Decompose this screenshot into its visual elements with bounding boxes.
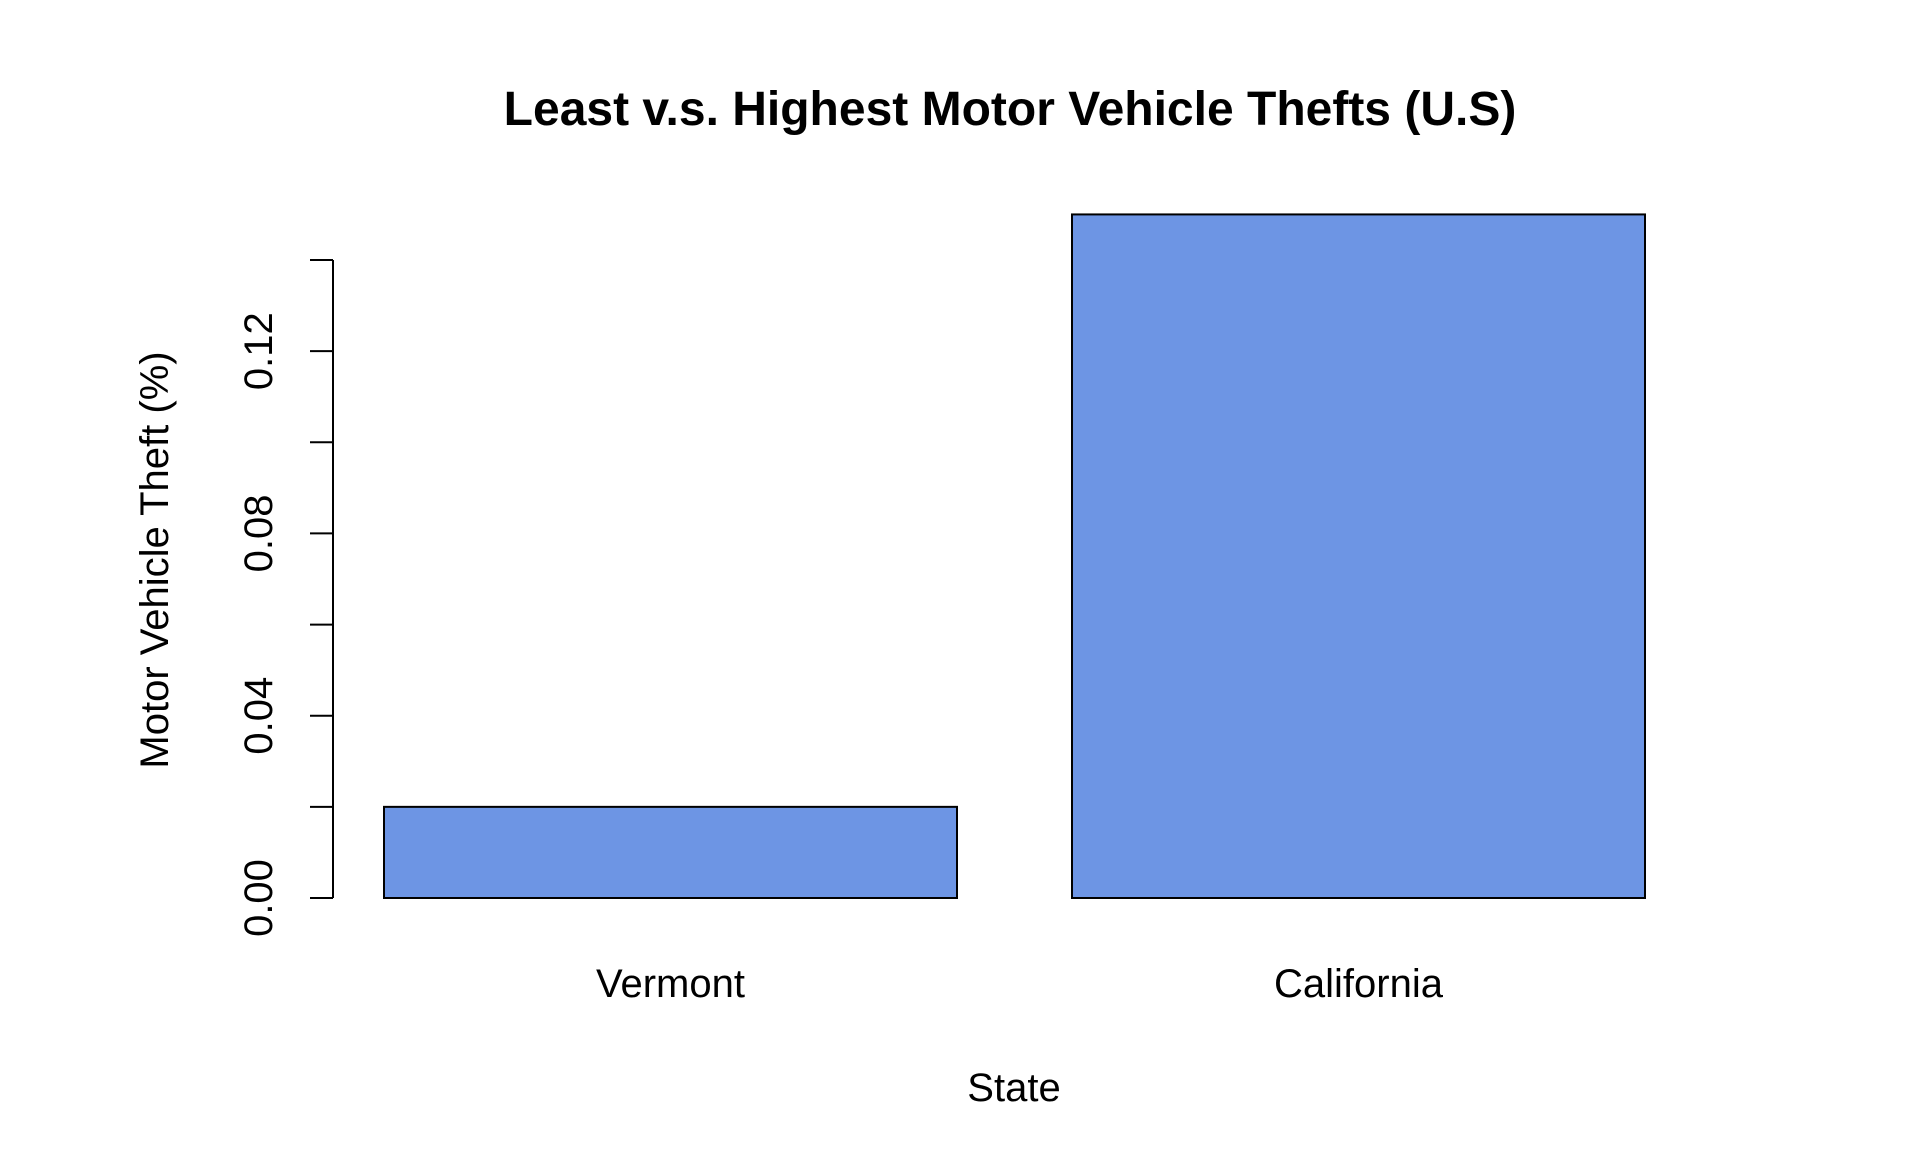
y-axis: 0.00 0.04 0.08 0.12 — [237, 259, 334, 937]
bar-california — [1071, 213, 1646, 899]
y-tick-label: 0.12 — [237, 312, 281, 390]
y-tick-label: 0.04 — [237, 677, 281, 755]
y-tick-label: 0.08 — [237, 494, 281, 572]
chart-title: Least v.s. Highest Motor Vehicle Thefts … — [504, 83, 1517, 136]
x-axis-label: State — [967, 1066, 1060, 1110]
bar-vermont — [383, 805, 958, 899]
x-tick-label: Vermont — [596, 962, 745, 1006]
y-axis-label: Motor Vehicle Theft (%) — [133, 351, 177, 768]
y-tick-label: 0.00 — [237, 859, 281, 937]
bars-group — [383, 213, 1646, 899]
x-tick-labels: Vermont California — [596, 962, 1444, 1006]
x-tick-label: California — [1274, 962, 1444, 1006]
